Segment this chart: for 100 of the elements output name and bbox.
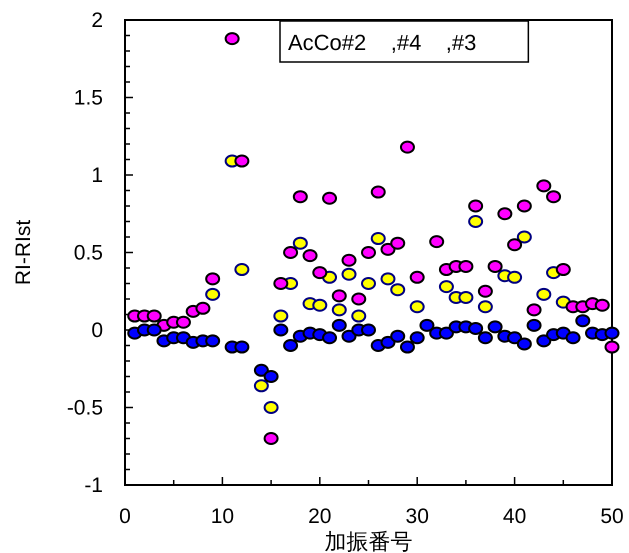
point <box>370 232 386 246</box>
point <box>283 246 298 259</box>
y-tick-label: 1.5 <box>74 86 103 110</box>
point <box>594 298 610 312</box>
point <box>526 303 542 316</box>
point <box>205 334 220 348</box>
x-tick-label: 40 <box>502 505 526 528</box>
point <box>370 186 386 199</box>
point <box>361 246 376 259</box>
point <box>390 283 406 296</box>
point <box>419 318 434 332</box>
point <box>292 236 308 250</box>
y-tick-label: 0.5 <box>74 242 103 264</box>
point <box>516 200 532 212</box>
point <box>351 310 366 323</box>
annotation: AcCo#2 ,#4 ,#3 <box>288 30 476 55</box>
x-tick-label: 20 <box>308 505 332 528</box>
point <box>205 288 220 301</box>
point <box>536 179 552 192</box>
point <box>146 324 162 336</box>
point <box>410 300 425 314</box>
point <box>302 249 318 262</box>
point <box>342 330 357 343</box>
y-tick-label: 1 <box>91 164 103 187</box>
point <box>273 324 288 336</box>
point <box>264 401 279 414</box>
point <box>380 272 396 286</box>
point <box>604 340 620 354</box>
point <box>390 236 406 250</box>
point <box>400 340 415 354</box>
y-axis-title: RI-RIst <box>12 220 35 286</box>
point <box>292 190 308 204</box>
point <box>146 310 162 323</box>
point <box>264 370 279 383</box>
point <box>507 238 522 252</box>
y-tick-label: 0 <box>91 319 103 342</box>
x-axis-title: 加振番号 <box>324 529 412 553</box>
point <box>312 266 328 280</box>
point <box>458 260 474 273</box>
point <box>468 200 484 212</box>
point <box>536 288 552 301</box>
point <box>195 302 210 315</box>
point <box>497 207 512 220</box>
point <box>322 192 338 205</box>
point <box>283 339 298 352</box>
point <box>380 336 396 349</box>
y-tick-label: -0.5 <box>66 396 103 420</box>
point <box>488 260 503 273</box>
point <box>458 290 474 304</box>
y-tick-label: 2 <box>91 9 103 32</box>
point <box>380 242 396 256</box>
point <box>526 318 542 332</box>
point <box>351 292 366 306</box>
point <box>507 270 522 284</box>
point <box>312 298 328 312</box>
point <box>604 326 620 340</box>
point <box>575 314 590 328</box>
point <box>516 337 532 350</box>
point <box>332 303 347 316</box>
x-tick-label: 50 <box>600 505 624 528</box>
point <box>556 263 571 276</box>
point <box>205 272 220 286</box>
point <box>264 432 279 445</box>
point <box>342 254 357 267</box>
point <box>273 310 288 323</box>
y-tick-label: -1 <box>84 474 103 497</box>
point <box>438 326 454 340</box>
x-tick-label: 10 <box>210 505 234 528</box>
point <box>332 318 347 332</box>
point <box>478 284 493 298</box>
point <box>478 331 493 344</box>
point <box>234 263 250 276</box>
point <box>322 331 338 344</box>
x-tick-label: 30 <box>406 505 429 528</box>
point <box>410 331 425 344</box>
point <box>468 322 484 335</box>
point <box>438 280 454 294</box>
point <box>536 334 552 348</box>
point <box>410 270 425 284</box>
point <box>234 340 250 354</box>
point <box>342 268 357 281</box>
point <box>273 277 288 290</box>
point <box>224 32 240 46</box>
point <box>234 154 250 168</box>
point <box>332 289 347 302</box>
point <box>488 320 503 334</box>
point <box>400 140 415 154</box>
x-tick-label: 0 <box>119 505 131 528</box>
point <box>361 324 376 336</box>
point <box>546 190 562 204</box>
point <box>468 215 484 228</box>
point <box>254 379 269 392</box>
point <box>361 277 376 290</box>
point <box>429 235 444 248</box>
point <box>254 364 269 377</box>
point <box>507 331 522 344</box>
point <box>478 300 493 314</box>
point <box>566 331 581 344</box>
point <box>176 316 191 329</box>
point <box>516 230 532 244</box>
